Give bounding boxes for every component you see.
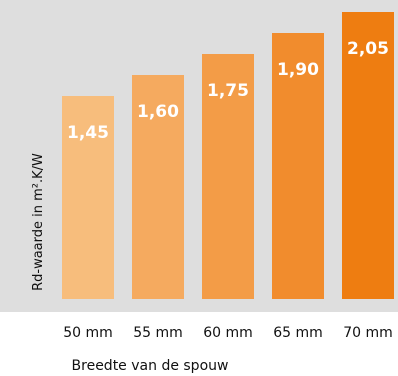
value-label-5: 2,05 [347, 39, 389, 59]
x-tick-label-1: 50 mm [63, 325, 113, 341]
x-tick-labels-group: 50 mm 55 mm 60 mm 65 mm 70 mm [63, 325, 393, 341]
value-label-1: 1,45 [67, 123, 109, 143]
bars-group [62, 12, 394, 299]
x-tick-label-2: 55 mm [133, 325, 183, 341]
value-label-3: 1,75 [207, 81, 249, 101]
bar-1 [62, 96, 114, 299]
plot-panel [0, 0, 398, 312]
value-labels-group: 1,45 1,60 1,75 1,90 2,05 [67, 39, 389, 143]
value-label-2: 1,60 [137, 102, 179, 122]
value-label-4: 1,90 [277, 60, 319, 80]
bar-3 [202, 54, 254, 299]
y-axis-title: Rd-waarde in m².K/W [31, 153, 46, 291]
x-tick-label-5: 70 mm [343, 325, 393, 341]
x-tick-label-3: 60 mm [203, 325, 253, 341]
bar-2 [132, 75, 184, 299]
bar-4 [272, 33, 324, 299]
x-tick-label-4: 65 mm [273, 325, 323, 341]
x-axis-title: Breedte van de spouw [72, 358, 229, 374]
bar-5 [342, 12, 394, 299]
